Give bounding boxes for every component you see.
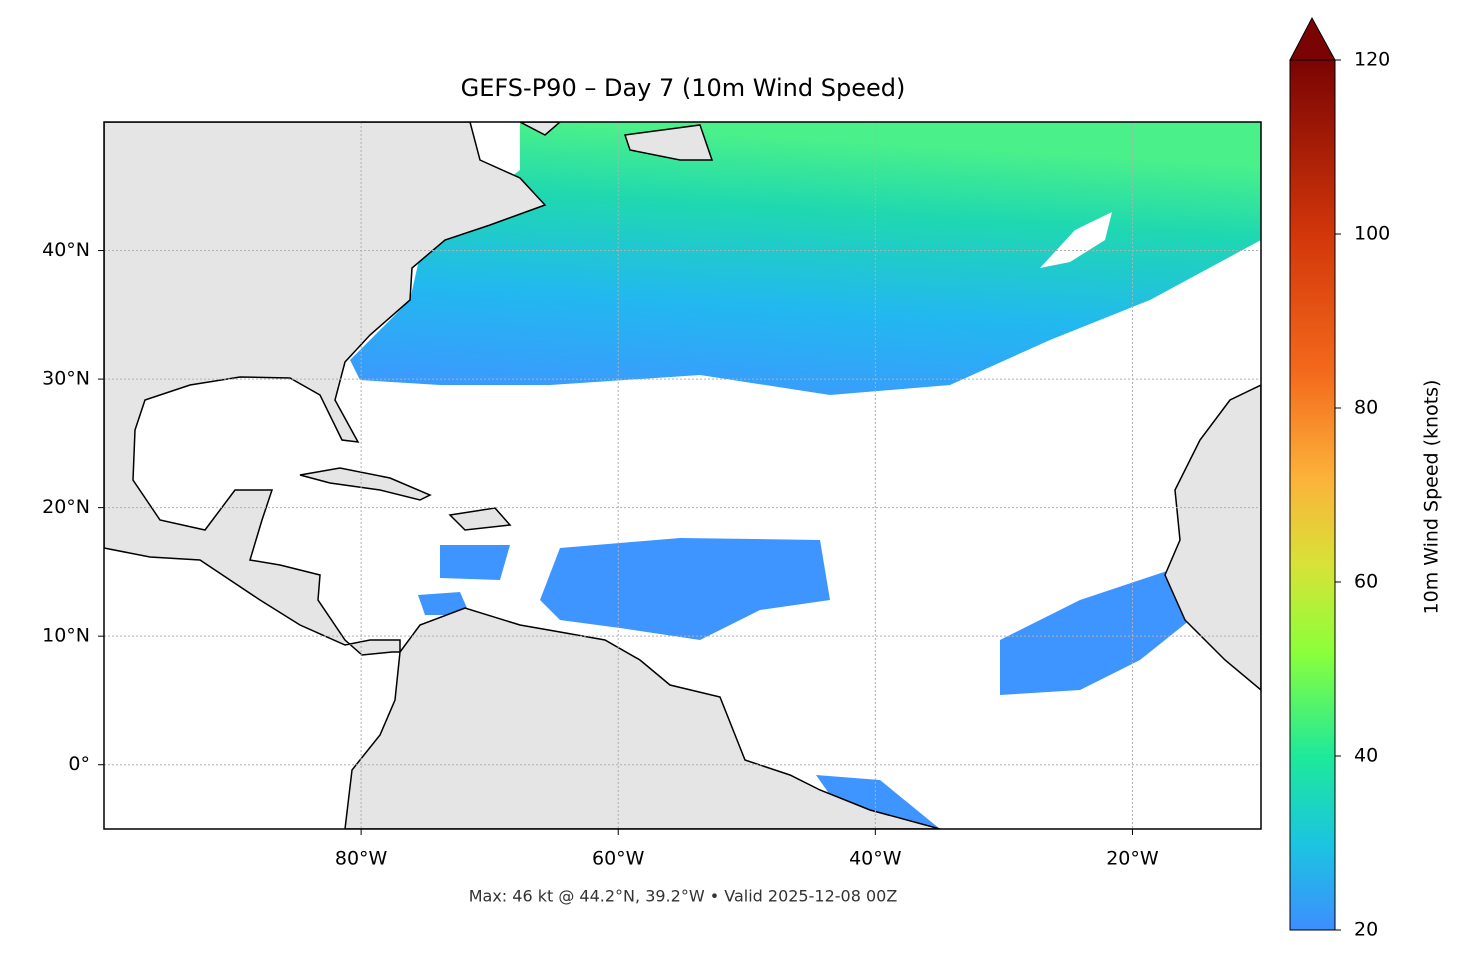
x-tick-label: 40°W	[849, 848, 902, 870]
x-tick-label: 60°W	[592, 848, 645, 870]
graticule	[104, 122, 1261, 829]
land	[104, 122, 547, 656]
x-tick-label: 20°W	[1106, 848, 1159, 870]
colorbar-tick-label: 40	[1354, 745, 1378, 767]
island	[448, 507, 512, 531]
y-tick-label: 0°	[68, 753, 90, 775]
wind-field	[440, 545, 510, 580]
colorbar-extend	[1289, 16, 1336, 61]
colorbar-tick-label: 100	[1354, 223, 1390, 245]
land	[1164, 384, 1261, 691]
island	[519, 122, 562, 136]
map-title: GEFS-P90 – Day 7 (10m Wind Speed)	[461, 74, 906, 102]
wind-gap	[1040, 212, 1112, 268]
colorbar-tick-label: 60	[1354, 571, 1378, 593]
island	[299, 467, 432, 501]
island	[624, 124, 714, 161]
wind-field	[418, 592, 470, 615]
y-tick-label: 40°N	[42, 239, 90, 261]
y-tick-label: 30°N	[42, 368, 90, 390]
colorbar-tick-label: 20	[1354, 919, 1378, 941]
colorbar-label: 10m Wind Speed (knots)	[1421, 380, 1443, 615]
map-frame	[103, 121, 1262, 830]
wind-field	[540, 538, 830, 640]
colorbar-tick-label: 80	[1354, 397, 1378, 419]
y-tick-label: 10°N	[42, 625, 90, 647]
map-area	[104, 122, 1261, 829]
wind-field	[350, 122, 1261, 395]
wind-field	[816, 775, 940, 829]
y-tick-label: 20°N	[42, 496, 90, 518]
footer-note: Max: 46 kt @ 44.2°N, 39.2°W • Valid 2025…	[469, 887, 898, 906]
colorbar	[1289, 59, 1336, 931]
wind-field	[1000, 570, 1190, 695]
x-tick-label: 80°W	[335, 848, 388, 870]
land	[344, 607, 941, 829]
colorbar-tick-label: 120	[1354, 49, 1390, 71]
